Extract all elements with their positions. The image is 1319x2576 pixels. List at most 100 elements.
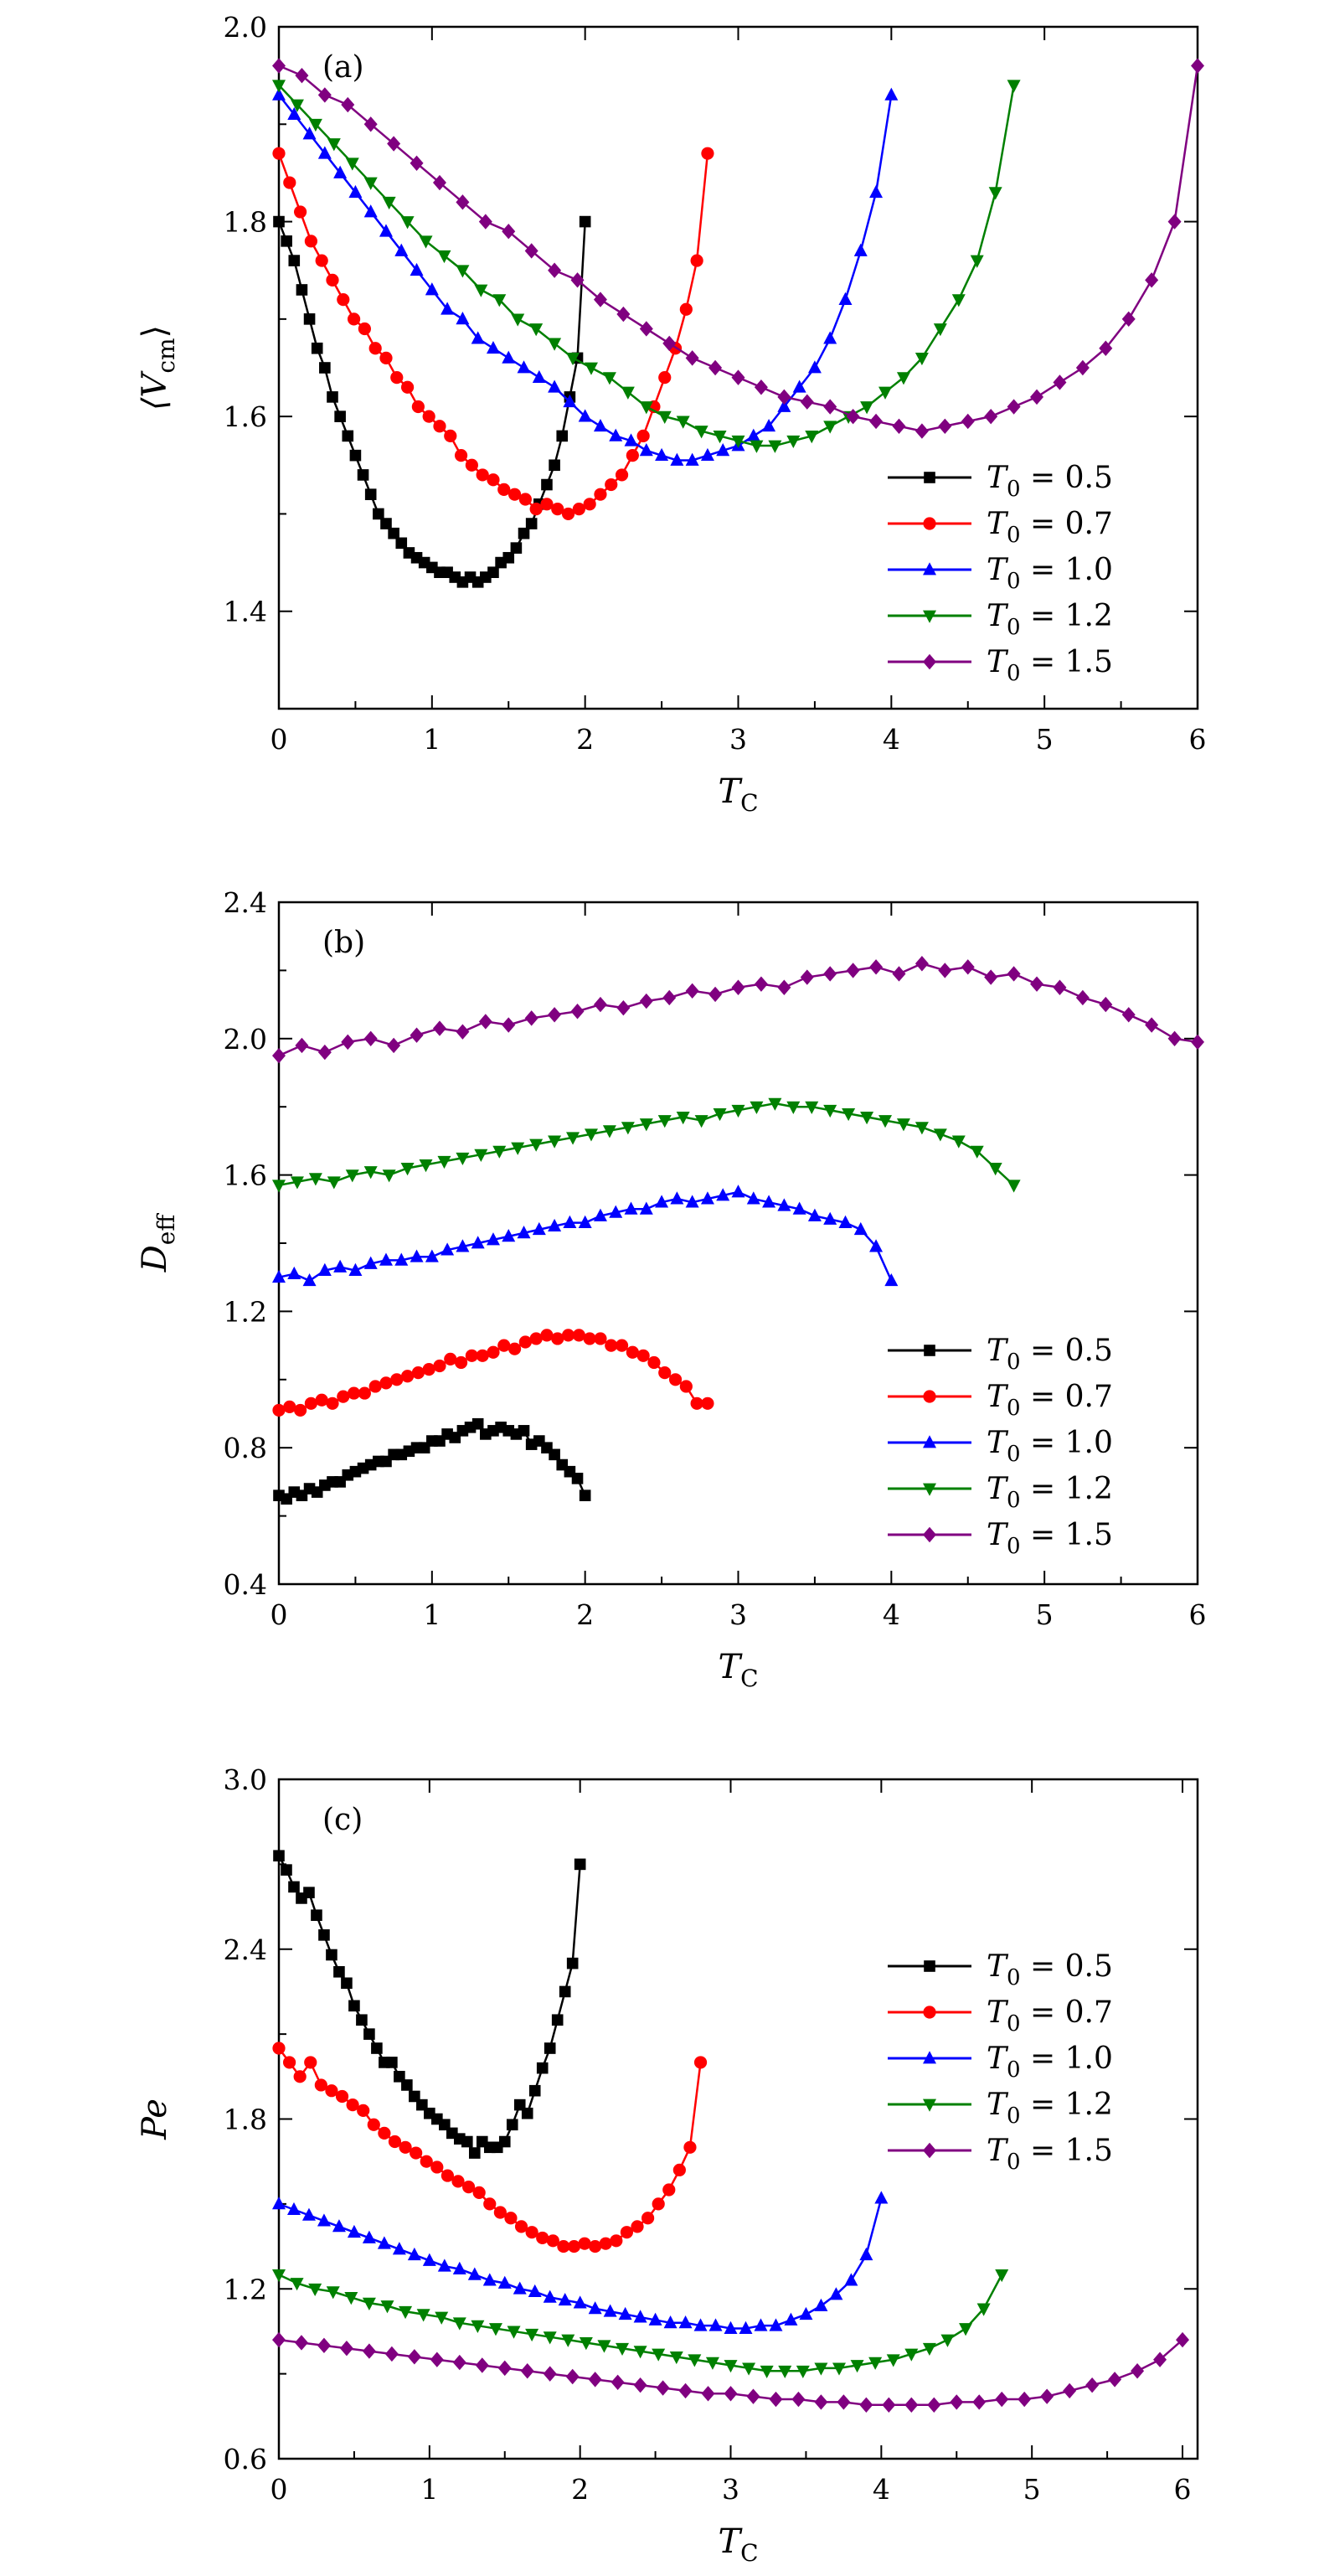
data-point bbox=[814, 2362, 828, 2376]
series-00.7 bbox=[272, 2042, 708, 2253]
data-point bbox=[915, 352, 929, 366]
data-point bbox=[444, 429, 457, 443]
data-point bbox=[1191, 1034, 1204, 1051]
data-point bbox=[892, 418, 906, 434]
data-point bbox=[769, 2391, 783, 2408]
data-point bbox=[290, 2278, 304, 2291]
y-tick-label: 1.8 bbox=[224, 206, 267, 239]
data-point bbox=[694, 426, 708, 439]
data-point bbox=[304, 235, 317, 248]
data-point bbox=[390, 1373, 404, 1386]
data-point bbox=[272, 2269, 286, 2283]
data-point bbox=[915, 956, 929, 972]
data-point bbox=[333, 1965, 345, 1978]
legend-marker bbox=[924, 472, 935, 483]
data-point bbox=[578, 2237, 591, 2250]
data-point bbox=[878, 386, 893, 400]
legend-label: T0 = 0.5 bbox=[987, 1334, 1113, 1375]
data-point bbox=[304, 2056, 317, 2069]
data-point bbox=[273, 1850, 285, 1862]
data-point bbox=[708, 359, 723, 376]
data-point bbox=[1121, 311, 1136, 328]
data-point bbox=[471, 1417, 484, 1430]
data-point bbox=[348, 1262, 363, 1276]
data-point bbox=[529, 323, 544, 337]
data-point bbox=[754, 2318, 768, 2331]
data-point bbox=[524, 243, 538, 259]
legend-label: T0 = 1.5 bbox=[987, 1518, 1113, 1559]
data-point bbox=[400, 1163, 415, 1176]
data-point bbox=[301, 2207, 316, 2221]
data-point bbox=[502, 224, 516, 240]
data-point bbox=[1121, 1007, 1136, 1023]
data-point bbox=[884, 1273, 899, 1287]
y-tick-label: 1.6 bbox=[224, 400, 267, 433]
legend-marker bbox=[924, 1960, 935, 1972]
data-point bbox=[461, 2135, 473, 2148]
data-point bbox=[624, 433, 638, 447]
data-point bbox=[892, 966, 906, 982]
data-point bbox=[287, 1266, 301, 1280]
data-point bbox=[378, 2126, 391, 2140]
data-point bbox=[272, 80, 286, 93]
data-point bbox=[532, 1221, 546, 1236]
data-point bbox=[777, 979, 791, 995]
data-point bbox=[528, 2084, 541, 2097]
data-point bbox=[573, 2295, 587, 2309]
data-point bbox=[624, 1201, 638, 1215]
data-point bbox=[467, 2267, 482, 2280]
data-point bbox=[476, 1349, 489, 1362]
data-point bbox=[724, 2360, 738, 2373]
data-point bbox=[272, 2197, 286, 2210]
data-point bbox=[731, 369, 745, 385]
data-point bbox=[422, 1362, 435, 1376]
data-point bbox=[410, 155, 424, 171]
data-point bbox=[572, 503, 585, 516]
data-point bbox=[1040, 2388, 1054, 2404]
data-point bbox=[308, 2283, 322, 2297]
data-point bbox=[731, 435, 745, 449]
data-point bbox=[1167, 214, 1182, 230]
data-point bbox=[456, 1152, 470, 1166]
data-point bbox=[578, 409, 592, 422]
data-point bbox=[315, 254, 328, 267]
data-point bbox=[390, 371, 404, 385]
x-tick-label: 0 bbox=[270, 2473, 288, 2506]
data-point bbox=[368, 1380, 382, 1393]
data-point bbox=[492, 294, 507, 307]
data-point bbox=[373, 508, 384, 520]
data-point bbox=[584, 1128, 598, 1142]
legend-marker bbox=[923, 1526, 936, 1543]
data-point bbox=[823, 1211, 837, 1225]
data-point bbox=[525, 2226, 538, 2239]
data-point bbox=[358, 322, 371, 336]
data-point bbox=[792, 379, 806, 393]
data-point bbox=[853, 1221, 868, 1236]
x-tick-label: 5 bbox=[1036, 723, 1054, 756]
data-point bbox=[602, 1125, 616, 1138]
data-point bbox=[746, 428, 760, 441]
data-point bbox=[561, 1329, 575, 1342]
data-point bbox=[823, 966, 837, 982]
data-point bbox=[326, 2286, 340, 2300]
data-point bbox=[502, 551, 515, 564]
y-tick-label: 1.2 bbox=[224, 1295, 267, 1328]
data-point bbox=[287, 106, 301, 121]
data-point bbox=[961, 413, 975, 430]
data-point bbox=[754, 379, 768, 395]
data-point bbox=[869, 959, 884, 975]
data-point bbox=[311, 342, 323, 354]
legend-marker bbox=[923, 1435, 936, 1448]
data-point bbox=[456, 1239, 470, 1252]
data-point bbox=[657, 1115, 672, 1128]
data-point bbox=[394, 1252, 409, 1266]
data-point bbox=[326, 273, 339, 287]
data-point bbox=[525, 2328, 539, 2342]
data-point bbox=[940, 2334, 955, 2347]
data-point bbox=[778, 2365, 792, 2379]
data-point bbox=[988, 187, 1002, 200]
data-point bbox=[951, 1135, 966, 1149]
x-tick-label: 2 bbox=[576, 723, 594, 756]
data-point bbox=[348, 184, 363, 199]
legend-label: T0 = 0.5 bbox=[987, 461, 1113, 502]
